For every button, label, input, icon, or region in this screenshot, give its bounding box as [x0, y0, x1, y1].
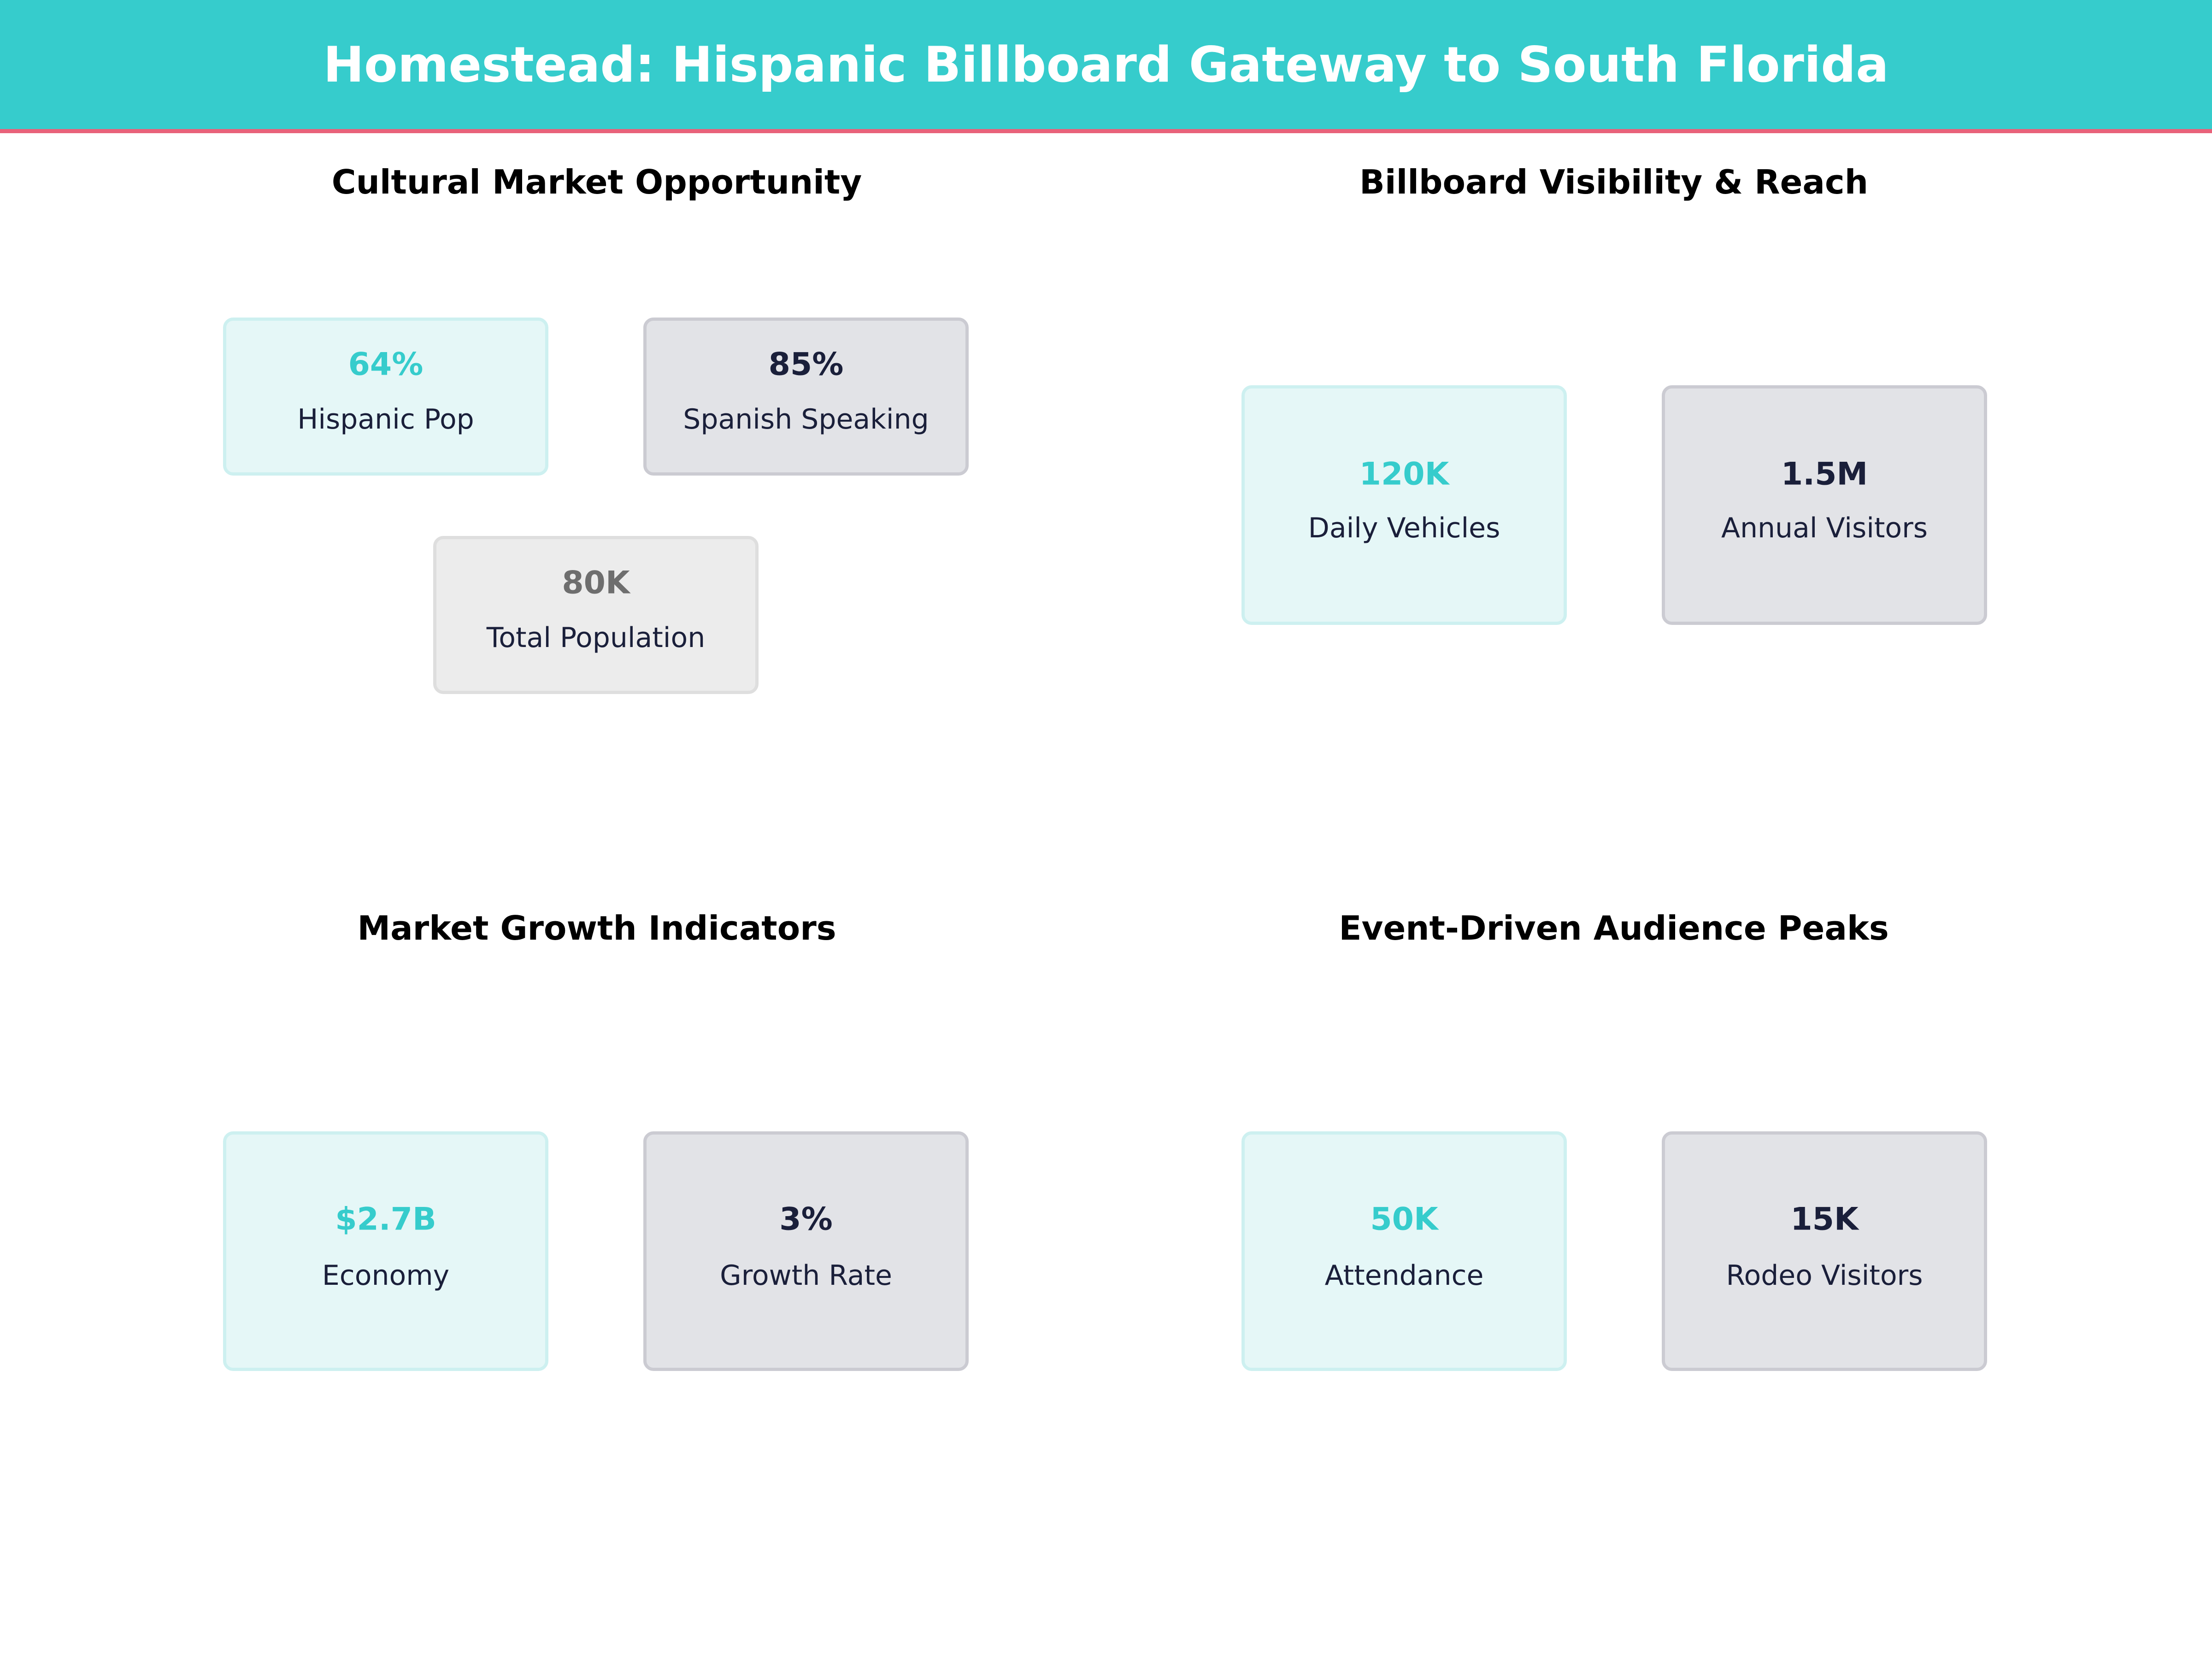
stat-value: 50K	[1370, 1201, 1438, 1238]
stat-card-daily-vehicles: 120K Daily Vehicles	[1241, 385, 1567, 625]
stat-label: Annual Visitors	[1721, 512, 1928, 544]
panel-title-market-growth: Market Growth Indicators	[357, 909, 836, 947]
stat-label: Attendance	[1324, 1259, 1484, 1292]
stat-label: Daily Vehicles	[1308, 512, 1500, 544]
panel-title-cultural-market: Cultural Market Opportunity	[331, 163, 862, 201]
stat-label: Hispanic Pop	[297, 403, 474, 435]
stat-card-economy: $2.7B Economy	[223, 1131, 548, 1371]
stat-card-rodeo-visitors: 15K Rodeo Visitors	[1662, 1131, 1987, 1371]
stat-value: 3%	[779, 1201, 833, 1238]
panel-title-billboard-visibility: Billboard Visibility & Reach	[1359, 163, 1868, 201]
stat-card-attendance: 50K Attendance	[1241, 1131, 1567, 1371]
stat-value: 64%	[348, 346, 424, 383]
stat-label: Growth Rate	[720, 1259, 892, 1292]
page-title: Homestead: Hispanic Billboard Gateway to…	[323, 36, 1889, 93]
stat-value: $2.7B	[335, 1201, 436, 1238]
panel-title-event-driven: Event-Driven Audience Peaks	[1339, 909, 1889, 947]
stat-card-growth-rate: 3% Growth Rate	[643, 1131, 969, 1371]
stat-card-total-population: 80K Total Population	[433, 536, 759, 694]
stat-value: 1.5M	[1781, 456, 1868, 493]
stat-value: 85%	[768, 346, 844, 383]
stat-value: 120K	[1359, 456, 1449, 493]
header-banner: Homestead: Hispanic Billboard Gateway to…	[0, 0, 2212, 133]
stat-label: Economy	[322, 1259, 450, 1292]
stat-card-spanish-speaking: 85% Spanish Speaking	[643, 318, 969, 476]
stat-card-hispanic-pop: 64% Hispanic Pop	[223, 318, 548, 476]
stat-card-annual-visitors: 1.5M Annual Visitors	[1662, 385, 1987, 625]
stat-value: 15K	[1790, 1201, 1859, 1238]
stat-label: Total Population	[486, 622, 706, 654]
stat-label: Rodeo Visitors	[1726, 1259, 1923, 1292]
stat-label: Spanish Speaking	[683, 403, 929, 435]
stat-value: 80K	[562, 565, 630, 601]
